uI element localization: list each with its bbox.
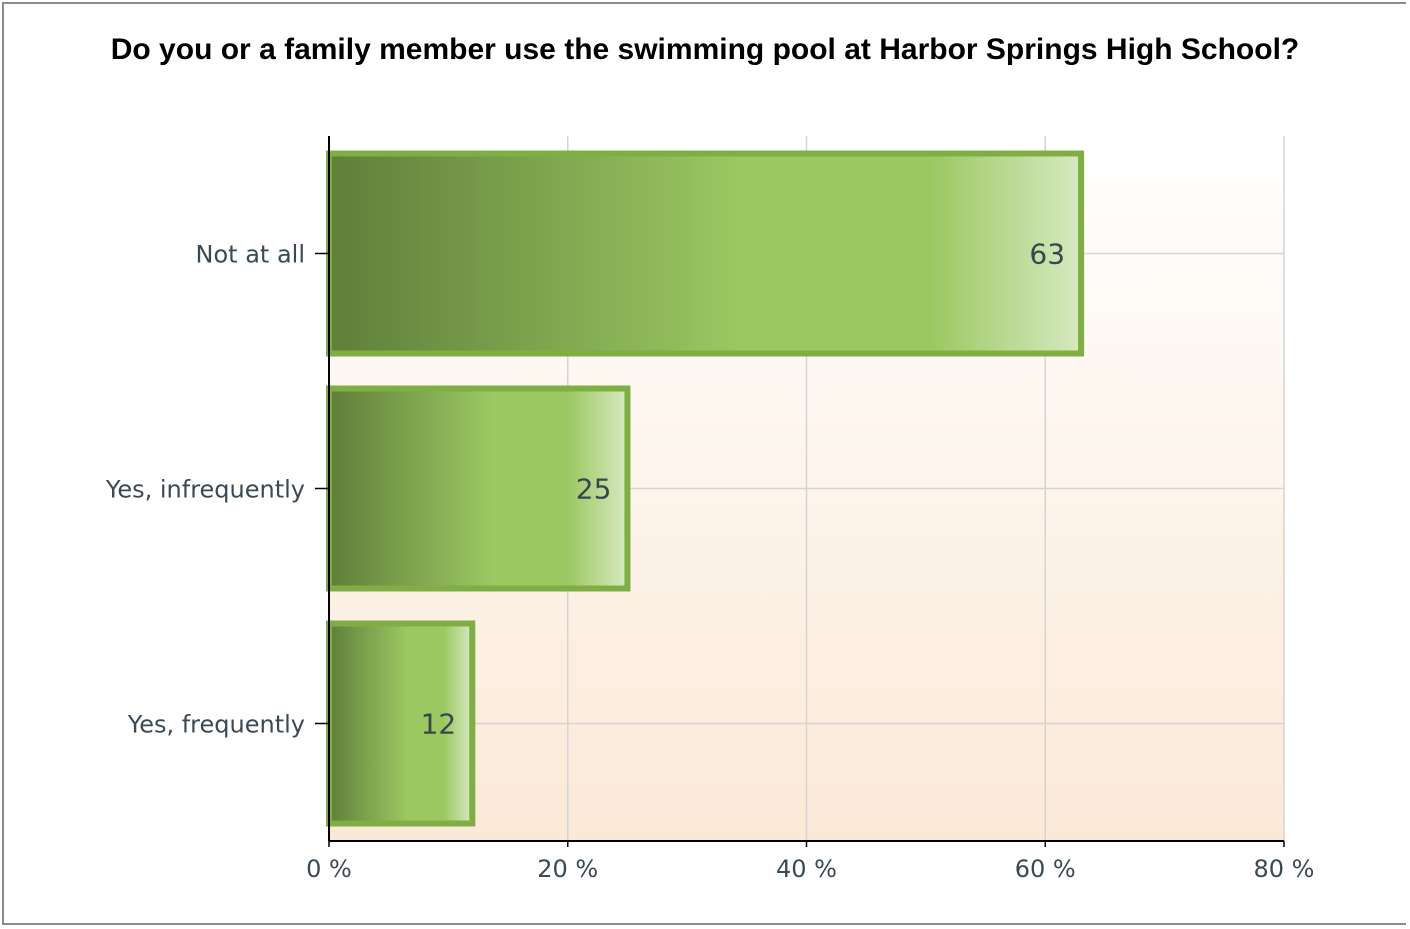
- category-label: Yes, infrequently: [105, 476, 305, 504]
- x-tick-label: 20 %: [537, 855, 598, 883]
- data-label: 12: [421, 708, 457, 741]
- chart-title: Do you or a family member use the swimmi…: [110, 33, 1300, 66]
- data-label: 25: [576, 473, 612, 506]
- x-tick-label: 80 %: [1254, 855, 1315, 883]
- data-label: 63: [1029, 238, 1065, 271]
- x-tick-label: 0 %: [306, 855, 352, 883]
- bar-not-at-all[interactable]: [326, 150, 1085, 357]
- category-label: Yes, frequently: [127, 711, 305, 739]
- category-label: Not at all: [196, 241, 305, 269]
- x-tick-label: 60 %: [1015, 855, 1076, 883]
- x-tick-label: 40 %: [776, 855, 837, 883]
